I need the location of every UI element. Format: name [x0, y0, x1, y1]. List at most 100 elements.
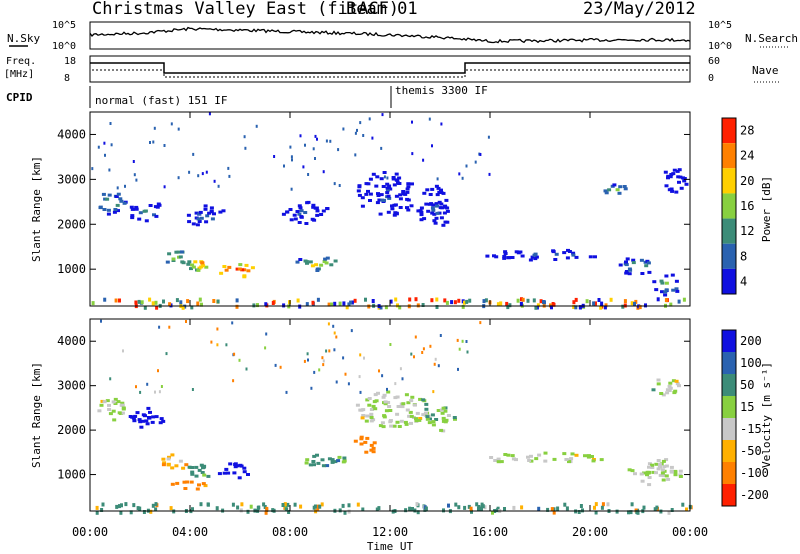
heatmap-cell — [206, 474, 211, 478]
colorbar-swatch — [722, 168, 736, 194]
heatmap-cell — [240, 268, 245, 272]
heatmap-cell — [283, 164, 285, 168]
heatmap-cell — [654, 462, 659, 466]
heatmap-cell — [415, 502, 419, 507]
heatmap-cell — [257, 505, 261, 510]
heatmap-cell — [435, 297, 439, 302]
heatmap-cell — [678, 473, 683, 477]
heatmap-cell — [112, 210, 117, 214]
heatmap-cell — [404, 508, 408, 513]
heatmap-cell — [154, 214, 159, 218]
nave-label: Nave — [752, 64, 779, 77]
heatmap-cell — [665, 391, 670, 395]
heatmap-cell — [139, 425, 144, 429]
heatmap-cell — [482, 299, 486, 304]
colorbar-tick-label: -15 — [740, 422, 762, 436]
heatmap-cell — [418, 209, 423, 213]
heatmap-cell — [418, 397, 423, 401]
heatmap-cell — [529, 454, 533, 458]
heatmap-cell — [564, 458, 569, 461]
heatmap-cell — [633, 301, 636, 306]
x-tick-labels: 00:00 04:00 08:00 12:00 16:00 20:00 00:00 — [72, 525, 708, 539]
heatmap-cell — [262, 502, 266, 507]
power-colorbar-label: Power [dB] — [760, 176, 773, 242]
x-tick-label: 04:00 — [172, 525, 208, 539]
heatmap-cell — [395, 412, 400, 416]
heatmap-cell — [132, 503, 136, 508]
heatmap-cell — [391, 509, 395, 514]
heatmap-cell — [361, 507, 365, 512]
heatmap-cell — [293, 217, 298, 221]
heatmap-cell — [101, 502, 105, 507]
heatmap-cell — [392, 183, 397, 187]
heatmap-cell — [224, 268, 229, 272]
heatmap-cell — [327, 457, 332, 461]
heatmap-cell — [239, 508, 243, 513]
heatmap-cell — [201, 482, 206, 486]
heatmap-cell — [372, 441, 377, 445]
heatmap-cell — [119, 510, 123, 515]
colorbar-frame — [721, 117, 737, 295]
heatmap-cell — [458, 347, 461, 351]
heatmap-cell — [581, 508, 584, 513]
heatmap-cell — [150, 420, 155, 424]
heatmap-cell — [205, 170, 208, 174]
heatmap-cell — [202, 473, 207, 477]
heatmap-cell — [281, 503, 285, 507]
heatmap-cell — [484, 298, 488, 303]
heatmap-cell — [425, 188, 430, 192]
heatmap-cell — [353, 298, 357, 303]
heatmap-cell — [623, 299, 627, 304]
heatmap-cell — [279, 365, 282, 369]
y-tick-label: 2000 — [57, 217, 86, 231]
heatmap-cell — [165, 352, 168, 356]
heatmap-cell — [210, 340, 213, 344]
heatmap-cell — [654, 288, 659, 292]
heatmap-cell — [436, 186, 441, 190]
heatmap-cell — [660, 290, 664, 294]
heatmap-cell — [224, 467, 229, 471]
heatmap-cell — [528, 258, 533, 262]
heatmap-cell — [129, 510, 133, 515]
heatmap-cell — [381, 425, 386, 429]
heatmap-cell — [146, 382, 149, 386]
heatmap-cell — [550, 305, 553, 310]
colorbar-swatch — [722, 330, 736, 352]
heatmap-cell — [366, 189, 370, 193]
heatmap-cell — [591, 459, 596, 463]
heatmap-cell — [567, 460, 571, 464]
heatmap-cell — [154, 502, 158, 507]
heatmap-cell — [424, 407, 429, 411]
heatmap-cell — [101, 192, 106, 196]
heatmap-cell — [445, 209, 450, 213]
heatmap-cell — [360, 416, 365, 420]
heatmap-cell — [514, 458, 518, 462]
heatmap-cell — [138, 420, 143, 424]
heatmap-cell — [149, 141, 151, 144]
heatmap-cell — [677, 180, 681, 184]
heatmap-cell — [115, 203, 120, 207]
heatmap-cell — [252, 303, 256, 308]
heatmap-cell — [411, 120, 413, 124]
heatmap-cell — [400, 405, 405, 409]
heatmap-cell — [552, 302, 556, 307]
heatmap-cell — [534, 457, 539, 461]
heatmap-cell — [158, 421, 163, 425]
heatmap-cell — [286, 502, 290, 507]
heatmap-cell — [178, 459, 183, 463]
heatmap-cell — [213, 179, 216, 183]
heatmap-cell — [192, 152, 195, 156]
heatmap-cell — [197, 468, 202, 472]
heatmap-cell — [147, 416, 152, 420]
heatmap-cell — [668, 386, 673, 390]
heatmap-cell — [393, 203, 398, 207]
heatmap-cell — [186, 262, 191, 266]
heatmap-cell — [636, 510, 640, 515]
heatmap-cell — [295, 210, 300, 213]
heatmap-cell — [590, 455, 594, 458]
heatmap-cell — [329, 139, 332, 143]
heatmap-cell — [673, 473, 678, 477]
heatmap-cell — [359, 390, 362, 394]
heatmap-cell — [137, 418, 142, 422]
heatmap-cell — [321, 209, 326, 213]
